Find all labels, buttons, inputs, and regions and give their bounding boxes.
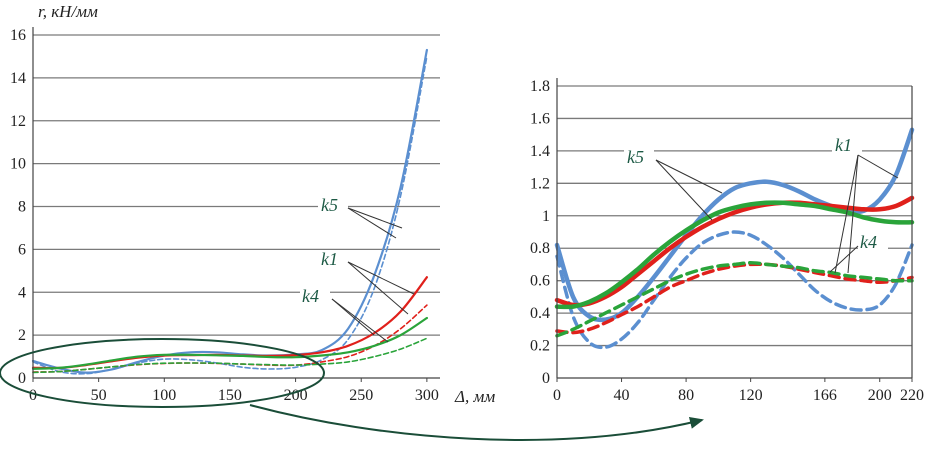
- overview-y-tick-label: 0: [18, 370, 26, 387]
- zoom-k1-label: k1: [835, 135, 852, 155]
- overview-axes: [32, 27, 440, 379]
- overview-y-tick-label: 16: [10, 27, 26, 44]
- zoom-k1-leader-2: [834, 154, 859, 274]
- zoom-k4-leader-1: [829, 245, 859, 273]
- zoom-series-k4-dashed: [555, 261, 914, 338]
- overview-k4-leader-2: [331, 298, 375, 336]
- overview-x-axis-label: Δ, мм: [454, 387, 495, 406]
- zoom-x-tick-label: 80: [678, 387, 694, 404]
- zoom-k5-leader-1: [655, 159, 723, 194]
- overview-y-tick-label: 4: [18, 284, 26, 301]
- overview-x-tick-label: 150: [218, 387, 242, 404]
- overview-k1-leader-1: [347, 261, 415, 295]
- overview-y-tick-label: 6: [18, 241, 26, 258]
- zoom-k1-leader-1: [857, 154, 899, 179]
- overview-y-tick-label: 8: [18, 199, 26, 216]
- overview-y-tick-label: 2: [18, 327, 26, 344]
- zoom-k4-label: k4: [860, 232, 877, 252]
- zoom-y-tick-label: 0.4: [530, 305, 550, 322]
- zoom-y-tick-label: 1.6: [530, 110, 550, 127]
- overview-x-tick-label: 250: [349, 387, 373, 404]
- zoom-k1-label-bg: [832, 135, 862, 155]
- zoom-y-tick-label: 0: [542, 370, 550, 387]
- zoom-y-ticks: 0 0.2 0.4 0.6 0.8 1 1.2 1.4 1.6 1.8: [530, 78, 550, 387]
- overview-y-tick-label: 12: [10, 113, 26, 130]
- zoom-region-ellipse: [0, 338, 325, 408]
- zoom-x-tick-label: 0: [553, 387, 561, 404]
- zoom-y-tick-label: 1.4: [530, 143, 550, 160]
- zoom-k5-label-bg: [624, 147, 654, 167]
- overview-k5-leader-2: [347, 207, 397, 239]
- zoom-axes: [556, 78, 913, 379]
- overview-k5-label-bg: [318, 196, 348, 216]
- zoom-x-tick-label: 200: [868, 387, 892, 404]
- overview-x-tick-label: 100: [152, 387, 176, 404]
- overview-k1-label: k1: [321, 249, 338, 269]
- zoom-series-k4: [554, 200, 915, 310]
- zoom-series-k1: [554, 195, 915, 308]
- zoom-series-k5-dashed: [555, 230, 914, 350]
- overview-series-k1-dashed: [32, 304, 428, 373]
- overview-k4-label-bg: [300, 287, 330, 307]
- zoom-y-tick-label: 1.8: [530, 78, 550, 95]
- overview-x-tick-label: 50: [91, 387, 107, 404]
- overview-grid: [33, 34, 440, 336]
- zoom-y-tick-label: 0.2: [530, 338, 550, 355]
- zoom-series: [554, 127, 915, 350]
- overview-series: [31, 48, 428, 375]
- zoom-x-tick-label: 120: [739, 387, 763, 404]
- zoom-k5-leader-2: [655, 159, 713, 221]
- overview-y-ticks: 0 2 4 6 8 10 12 14 16: [10, 27, 26, 387]
- overview-y-tick-label: 14: [10, 70, 26, 87]
- overview-series-k5-dashed: [32, 55, 428, 375]
- overview-x-ticks: 0 50 100 150 200 250 300: [29, 378, 439, 404]
- overview-k5-leader-1: [347, 207, 403, 229]
- overview-k4-leader-1: [331, 298, 389, 343]
- zoom-x-tick-label: 220: [900, 387, 924, 404]
- zoom-y-tick-label: 1: [542, 208, 550, 225]
- zoom-k4-label-bg: [858, 232, 888, 252]
- overview-x-tick-label: 300: [415, 387, 439, 404]
- overview-callouts: k5 k1 k4: [300, 195, 415, 343]
- zoom-y-tick-label: 1.2: [530, 175, 550, 192]
- zoom-x-tick-label: 166: [813, 387, 837, 404]
- zoom-x-tick-label: 40: [614, 387, 630, 404]
- overview-k1-leader-2: [347, 261, 409, 315]
- overview-x-tick-label: 0: [29, 387, 37, 404]
- zoom-callouts: k5 k1 k4: [624, 135, 899, 274]
- overview-series-k5: [31, 48, 428, 374]
- zoom-series-k1-dashed: [555, 262, 914, 335]
- zoom-x-ticks: 0 40 80 120 166 200 220: [553, 378, 924, 404]
- zoom-arrow: [249, 404, 704, 441]
- zoom-k5-label: k5: [627, 147, 644, 167]
- overview-k1-label-bg: [318, 250, 348, 270]
- overview-series-k4-dashed: [32, 337, 428, 374]
- overview-k4-label: k4: [302, 286, 319, 306]
- overview-k5-label: k5: [321, 195, 338, 215]
- overview-y-axis-label: r, кН/мм: [38, 2, 98, 21]
- overview-y-tick-label: 10: [10, 156, 26, 173]
- zoom-y-tick-label: 0.8: [530, 240, 550, 257]
- zoom-y-tick-label: 0.6: [530, 273, 550, 290]
- overview-series-k4: [31, 316, 428, 370]
